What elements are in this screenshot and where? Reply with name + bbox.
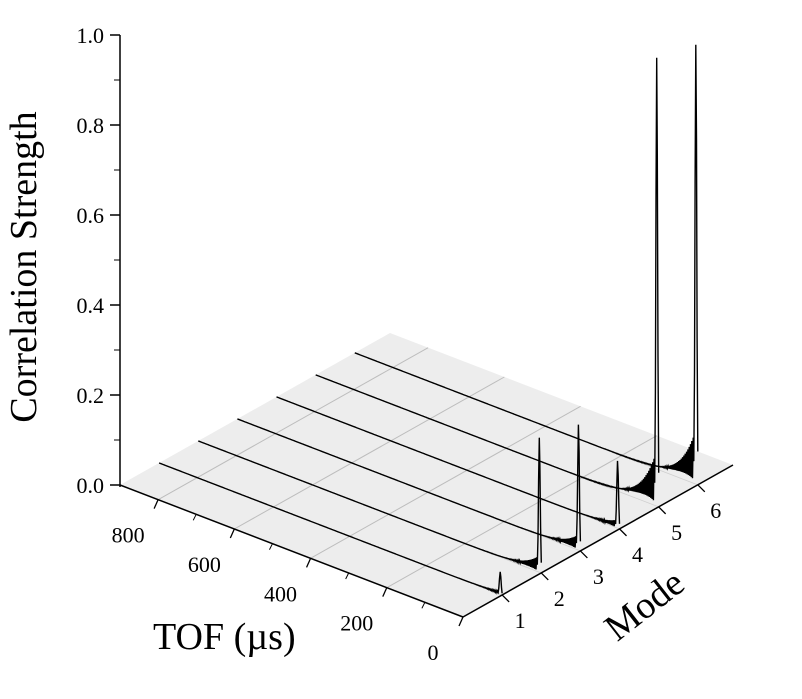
series-line-mode-3 (237, 418, 582, 548)
series-line-mode-4 (276, 396, 621, 527)
mode-tick (619, 528, 627, 537)
mode-tick-label: 1 (515, 608, 526, 633)
tof-minor-tick (345, 572, 350, 580)
chart-traces (158, 44, 699, 595)
series-line-mode-5 (315, 57, 660, 501)
series-line-mode-6 (354, 44, 699, 479)
tof-minor-tick (192, 514, 197, 521)
z-tick-label: 0.2 (77, 383, 105, 408)
floor-grid-line-tof (386, 435, 658, 589)
tof-minor-tick (268, 543, 273, 550)
tof-minor-tick (421, 602, 426, 609)
mode-tick-label: 6 (710, 498, 721, 523)
z-tick-label: 0.8 (77, 113, 105, 138)
tof-tick (382, 587, 388, 597)
mode-tick-label: 3 (593, 564, 604, 589)
mode-tick (501, 594, 510, 603)
mode-tick (579, 550, 588, 559)
z-tick-label: 0.4 (77, 293, 105, 318)
z-tick-label: 1.0 (77, 23, 105, 48)
mode-tick-label: 5 (671, 520, 682, 545)
mode-tick-label: 2 (554, 586, 565, 611)
z-tick-label: 0.0 (77, 473, 105, 498)
z-axis-title: Correlation Strength (3, 111, 45, 422)
floor-grid-line-tof (310, 405, 581, 559)
mode-tick-label: 4 (632, 542, 643, 567)
y-axis-title: Mode (597, 562, 693, 650)
tof-axis-line (119, 484, 464, 618)
tof-tick (458, 616, 464, 627)
z-tick-label: 0.6 (77, 203, 105, 228)
tof-tick-label: 200 (340, 611, 373, 636)
mode-axis-line (462, 464, 734, 618)
mode-tick (658, 506, 667, 515)
tof-tick (229, 528, 235, 539)
tof-tick-label: 400 (264, 581, 297, 606)
chart-axes (119, 35, 734, 618)
series-line-mode-2 (197, 437, 542, 570)
floor-grid-line-tof (234, 376, 505, 530)
mode-tick (540, 572, 549, 581)
tof-tick-label: 0 (428, 640, 439, 665)
floor-grid-line-tof (157, 347, 429, 501)
tof-tick-label: 600 (188, 552, 221, 577)
x-axis-title: TOF (µs) (153, 616, 296, 658)
tof-tick-label: 800 (112, 523, 145, 548)
series-line-mode-1 (158, 462, 503, 595)
chart-ticks: 0.0 0.2 0.4 0.6 0.8 1.0 0 200 400 600 800 1 2 3 4 5 6 (77, 23, 722, 665)
chart-floor-plane (120, 333, 733, 617)
tof-tick (153, 499, 159, 509)
tof-tick (305, 558, 312, 568)
mode-tick (697, 484, 706, 493)
